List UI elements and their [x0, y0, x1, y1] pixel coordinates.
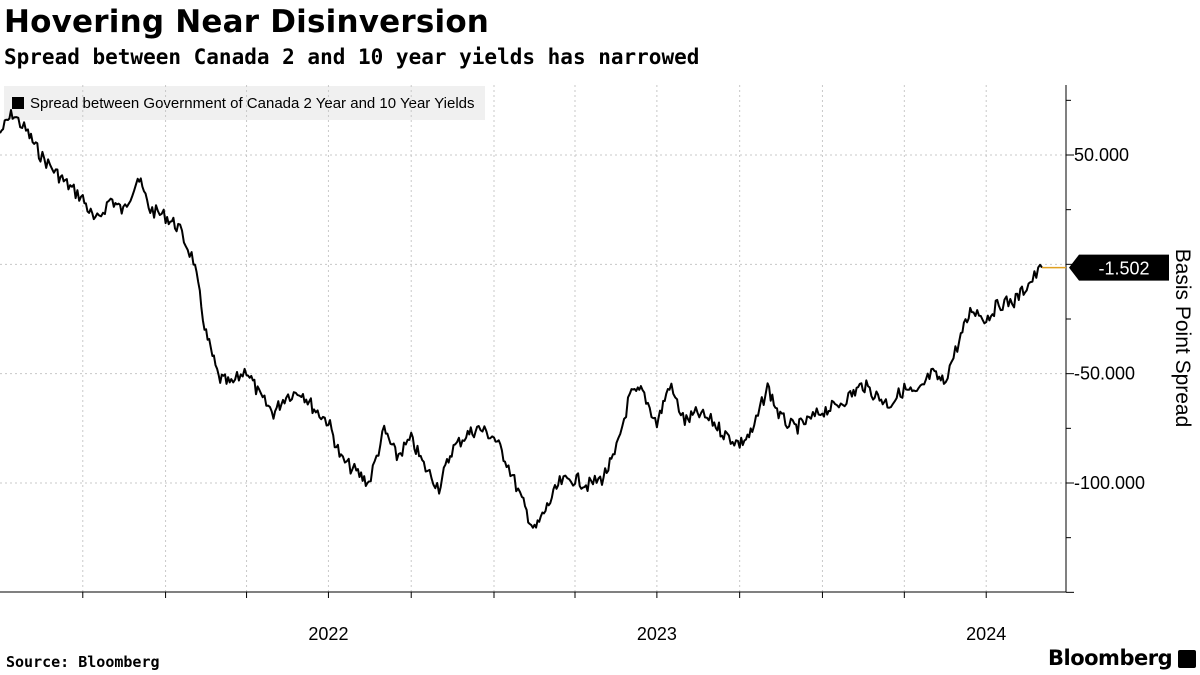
- brand-mark-icon: [1178, 650, 1196, 668]
- x-tick-label: 2024: [966, 624, 1006, 644]
- y-tick-label: -50.000: [1074, 364, 1135, 384]
- last-value-badge: [1069, 254, 1169, 281]
- last-value-label: -1.502: [1098, 259, 1149, 279]
- chart-title: Hovering Near Disinversion: [4, 4, 490, 40]
- x-tick-label: 2023: [637, 624, 677, 644]
- legend-label: Spread between Government of Canada 2 Ye…: [30, 94, 475, 112]
- y-axis-label: Basis Point Spread: [1171, 249, 1194, 428]
- legend-swatch: [12, 97, 24, 109]
- series-line: [0, 109, 1043, 529]
- source-note: Source: Bloomberg: [6, 653, 160, 671]
- brand-logo: Bloomberg: [1048, 646, 1173, 670]
- x-tick-label: 2022: [308, 624, 348, 644]
- y-tick-label: -100.000: [1074, 473, 1145, 493]
- y-tick-label: 50.000: [1074, 145, 1129, 165]
- legend: Spread between Government of Canada 2 Ye…: [4, 86, 485, 120]
- chart-subtitle: Spread between Canada 2 and 10 year yiel…: [4, 45, 700, 69]
